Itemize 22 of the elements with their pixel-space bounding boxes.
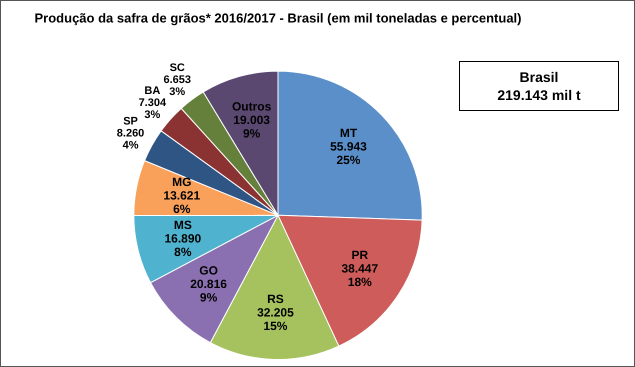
slice-label: SP <box>123 115 138 128</box>
slice-label: BA <box>144 84 160 97</box>
slice-label: PR <box>351 248 368 262</box>
slice-label: SC <box>170 62 185 74</box>
text: Brasil 219.143 mil t <box>459 61 619 111</box>
data-label: 20.816 9% <box>190 276 228 304</box>
data-label: 32.205 15% <box>257 306 294 334</box>
data-label: 16.890 8% <box>164 231 202 259</box>
chart-title: Produção da safra de grãos* 2016/2017 - Brasil (em mil toneladas e percentual) <box>34 10 522 26</box>
data-label: 13.621 6% <box>163 188 200 216</box>
data-label: 38.447 18% <box>341 262 378 290</box>
slice-label: RS <box>267 292 284 306</box>
slice-label: GO <box>199 263 218 278</box>
data-label: 19.003 9% <box>233 113 270 141</box>
slice-label: Outros <box>232 100 272 114</box>
data-label: 55.943 25% <box>330 139 368 167</box>
slice-label: MS <box>174 218 192 232</box>
data-label: 7.304 3% <box>138 96 167 121</box>
slice-label: MG <box>172 175 192 190</box>
data-label: 6.653 3% <box>163 74 191 98</box>
slice-label: MT <box>340 126 358 140</box>
data-label: 8.260 4% <box>116 127 144 152</box>
